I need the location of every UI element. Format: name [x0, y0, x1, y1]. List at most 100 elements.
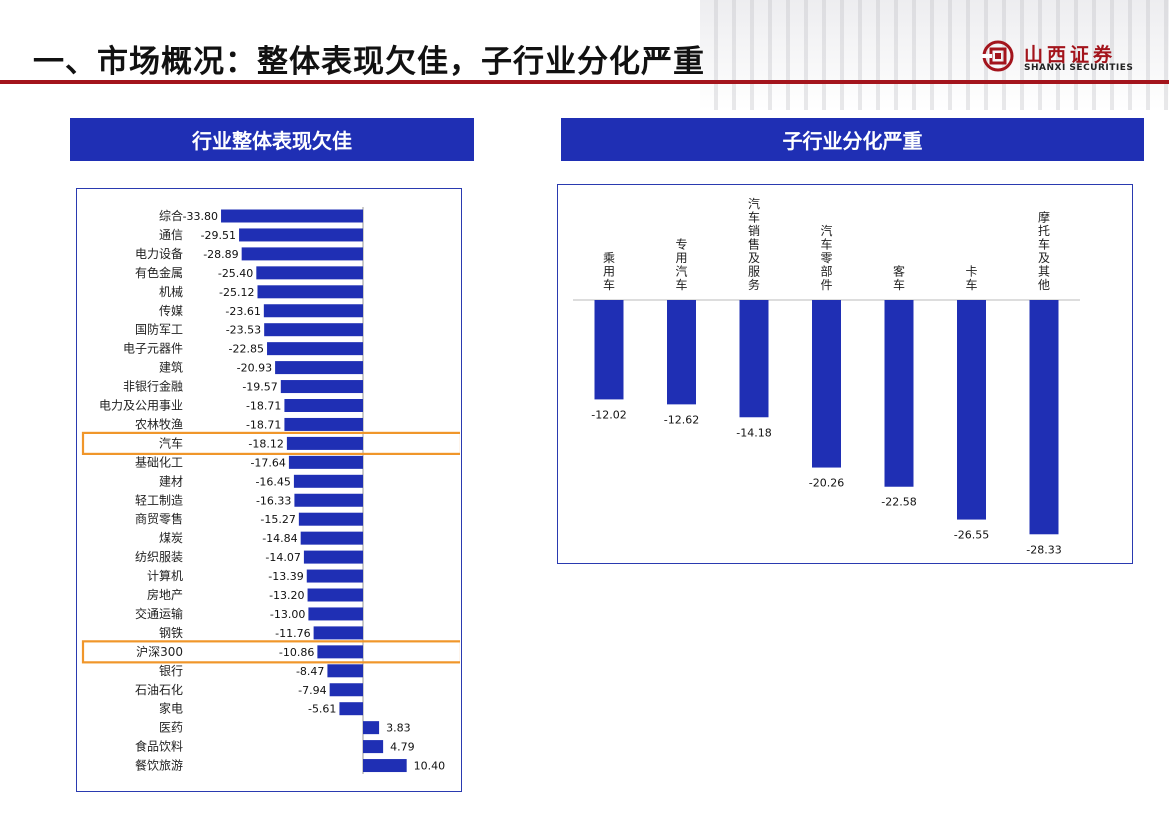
logo-mark-icon [982, 40, 1014, 72]
data-label: -13.00 [270, 608, 305, 621]
logo-name-cn: 山西证券 [1024, 44, 1117, 66]
data-label: -12.62 [664, 413, 699, 426]
data-label: -13.20 [269, 589, 304, 602]
bar [884, 300, 914, 487]
data-label: -28.33 [1026, 543, 1061, 556]
data-label: -22.85 [229, 343, 264, 356]
data-label: 10.40 [414, 760, 446, 773]
data-label: -16.33 [256, 494, 291, 507]
data-label: -13.39 [268, 570, 303, 583]
bar [284, 399, 363, 412]
data-label: -22.58 [881, 496, 916, 509]
bar [667, 300, 696, 405]
data-label: -33.80 [183, 210, 218, 223]
category-label: 国防军工 [135, 322, 183, 337]
bar [594, 300, 624, 400]
data-label: -23.61 [225, 305, 260, 318]
category-label: 商贸零售 [135, 511, 183, 526]
category-label: 电力设备 [135, 247, 183, 261]
category-label: 专用汽车 [675, 237, 687, 293]
data-label: -10.86 [279, 646, 314, 659]
bar [239, 228, 363, 242]
data-label: -12.02 [591, 408, 626, 421]
category-label: 汽车 [159, 435, 183, 450]
category-label: 建材 [159, 474, 183, 488]
left-chart-frame: 综合 -33.80 通信 -29.51 电力设备 -28.89 有色金属 -25.40 机械 -2… [76, 188, 463, 792]
data-label: -20.26 [809, 477, 844, 490]
data-label: -18.12 [248, 437, 283, 450]
bar [308, 607, 363, 621]
category-label: 卡车 [965, 265, 977, 293]
bar [329, 683, 363, 697]
data-label: -8.47 [296, 665, 324, 678]
category-label: 传媒 [159, 303, 183, 318]
data-label: -7.94 [298, 684, 326, 697]
data-label: -28.89 [203, 248, 238, 261]
bar [280, 380, 363, 394]
bar [303, 550, 363, 564]
data-label: -17.64 [250, 456, 285, 469]
data-label: -11.76 [275, 627, 310, 640]
data-label: -29.51 [201, 229, 236, 242]
category-label: 医药 [159, 721, 183, 735]
bar [307, 588, 363, 602]
bar [256, 266, 363, 280]
bar [275, 361, 363, 375]
category-label: 乘用车 [603, 251, 615, 292]
bar [339, 702, 363, 716]
category-label: 摩托车及其他 [1038, 210, 1050, 293]
data-label: -25.40 [218, 267, 253, 280]
bar [294, 493, 363, 507]
category-label: 轻工制造 [135, 493, 183, 507]
title-underline [0, 80, 1169, 84]
bar [286, 436, 363, 450]
bar [327, 664, 363, 678]
data-label: -23.53 [226, 324, 261, 337]
data-label: -16.45 [255, 475, 290, 488]
bar [284, 417, 363, 431]
data-label: -25.12 [219, 286, 254, 299]
category-label: 食品饮料 [135, 739, 183, 754]
category-label: 银行 [159, 664, 183, 678]
bar [957, 300, 986, 520]
bar [317, 645, 363, 659]
bar [1029, 300, 1059, 535]
category-label: 综合 [159, 208, 183, 223]
bar [739, 300, 769, 418]
data-label: 3.83 [386, 722, 411, 735]
bar [313, 626, 363, 640]
category-label: 家电 [159, 701, 183, 716]
bar [812, 300, 841, 468]
data-label: -19.57 [242, 381, 277, 394]
left-chart-header: 行业整体表现欠佳 [70, 118, 474, 161]
logo-name-en: SHANXI SECURITIES [1024, 63, 1134, 73]
background-building-image [700, 0, 1169, 110]
right-chart-header: 子行业分化严重 [561, 118, 1144, 161]
bar [288, 455, 363, 469]
bar [363, 740, 384, 754]
category-label: 计算机 [147, 568, 183, 583]
category-label: 非银行金融 [123, 379, 183, 394]
bar [263, 304, 363, 318]
category-label: 农林牧渔 [135, 417, 183, 431]
category-label: 电力及公用事业 [99, 399, 183, 413]
bar [257, 285, 363, 299]
category-label: 钢铁 [159, 626, 183, 640]
category-label: 石油石化 [135, 683, 183, 697]
category-label: 通信 [159, 228, 183, 242]
bar [363, 721, 380, 735]
data-label: -14.84 [262, 532, 297, 545]
bar [363, 759, 407, 773]
bar [293, 474, 363, 488]
bar [298, 512, 363, 526]
category-label: 交通运输 [135, 606, 183, 621]
data-label: -20.93 [237, 362, 272, 375]
data-label: 4.79 [390, 741, 415, 754]
category-label: 汽车零部件 [820, 223, 832, 292]
category-label: 基础化工 [135, 455, 183, 469]
data-label: -5.61 [308, 703, 336, 716]
category-label: 电子元器件 [123, 342, 183, 356]
page-title: 一、市场概况：整体表现欠佳，子行业分化严重 [33, 44, 705, 80]
data-label: -18.71 [246, 400, 281, 413]
